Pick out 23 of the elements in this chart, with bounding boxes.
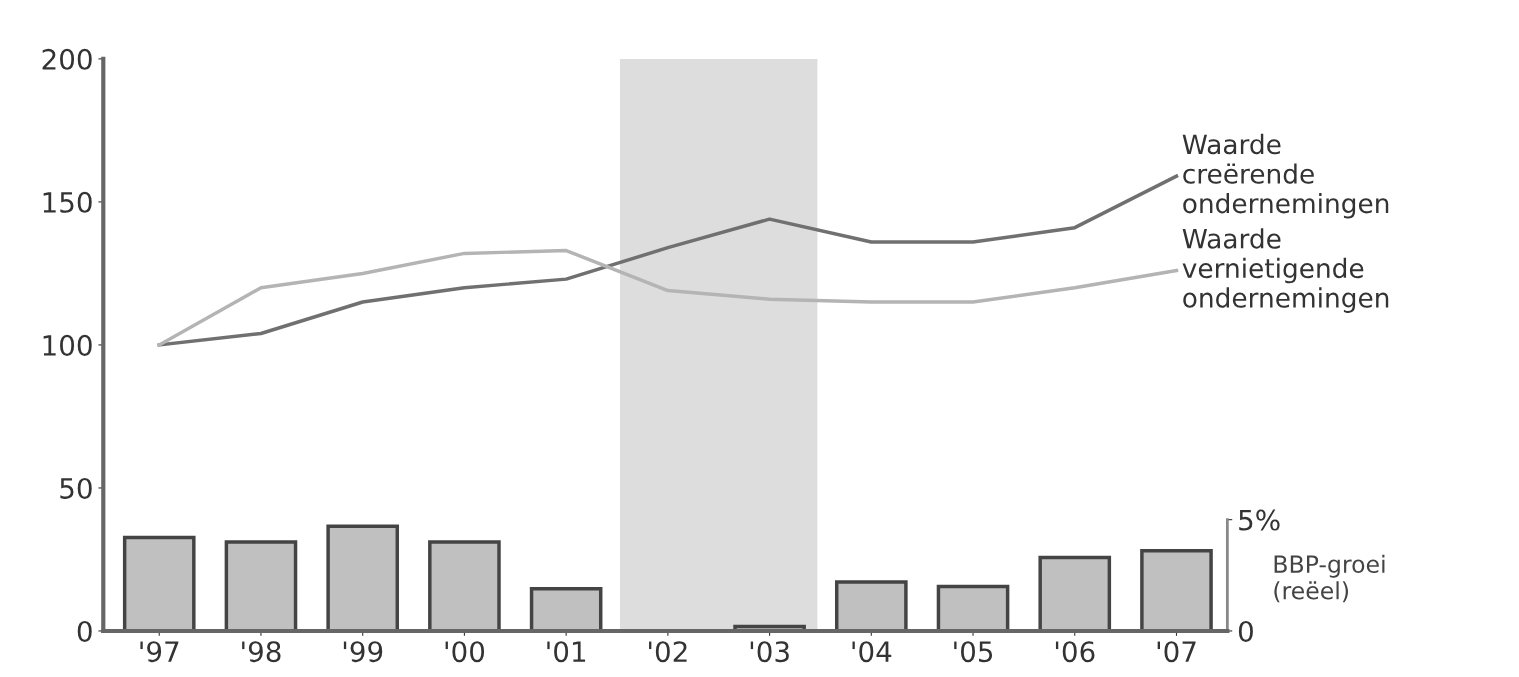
- x-tick-label: '99: [343, 641, 383, 663]
- line-series: [157, 174, 1179, 347]
- x-tick-label: '04: [852, 641, 892, 663]
- x-tick-label: '00: [445, 641, 485, 663]
- y-tick-label: 50: [60, 477, 92, 499]
- series-label: Waarde creërende ondernemingen: [1182, 133, 1389, 219]
- y-tick-label: 0: [77, 620, 92, 642]
- x-tick-label: '02: [649, 641, 687, 663]
- y2-tick-label: 5%: [1239, 509, 1280, 531]
- x-tick-label: '98: [242, 641, 281, 663]
- y2-tick-label: 0: [1238, 620, 1253, 642]
- line-series: [157, 248, 1179, 347]
- x-tick-label: '03: [750, 641, 789, 663]
- x-tick-label: '06: [1055, 641, 1095, 663]
- y2-axis-title: BBP-groei (reëel): [1274, 554, 1385, 603]
- x-tick-label: '97: [140, 641, 179, 663]
- x-tick-label: '07: [1157, 641, 1196, 663]
- series-label: Waarde vernietigende ondernemingen: [1182, 228, 1389, 313]
- y-tick-label: 150: [43, 191, 92, 213]
- y-tick-label: 200: [42, 48, 92, 70]
- x-tick-label: '01: [547, 641, 586, 663]
- x-tick-label: '05: [954, 641, 993, 663]
- y-tick-label: 100: [43, 334, 92, 356]
